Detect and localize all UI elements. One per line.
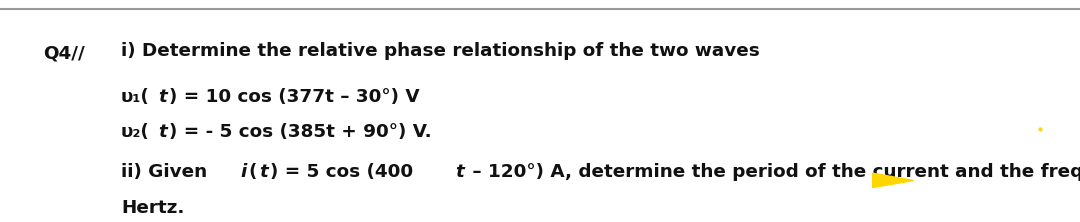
Text: – 120°) A, determine the period of the current and the frequency in: – 120°) A, determine the period of the c… [467, 163, 1080, 181]
Text: ) = 10 cos (377t – 30°) V: ) = 10 cos (377t – 30°) V [170, 87, 420, 106]
Text: ) = 5 cos (400: ) = 5 cos (400 [270, 163, 414, 181]
Text: t: t [455, 163, 464, 181]
Text: υ₁(: υ₁( [121, 87, 150, 106]
Text: (: ( [248, 163, 257, 181]
Text: t: t [259, 163, 268, 181]
Text: i) Determine the relative phase relationship of the two waves: i) Determine the relative phase relation… [121, 42, 759, 60]
Text: Q4//: Q4// [43, 44, 85, 62]
Text: t: t [158, 123, 166, 141]
Text: ) = - 5 cos (385t + 90°) V.: ) = - 5 cos (385t + 90°) V. [170, 123, 432, 141]
Text: t: t [158, 87, 166, 106]
Text: Hertz.: Hertz. [121, 198, 185, 217]
Text: υ₂(: υ₂( [121, 123, 150, 141]
Text: i: i [241, 163, 246, 181]
Text: ii) Given: ii) Given [121, 163, 214, 181]
Polygon shape [873, 173, 914, 188]
